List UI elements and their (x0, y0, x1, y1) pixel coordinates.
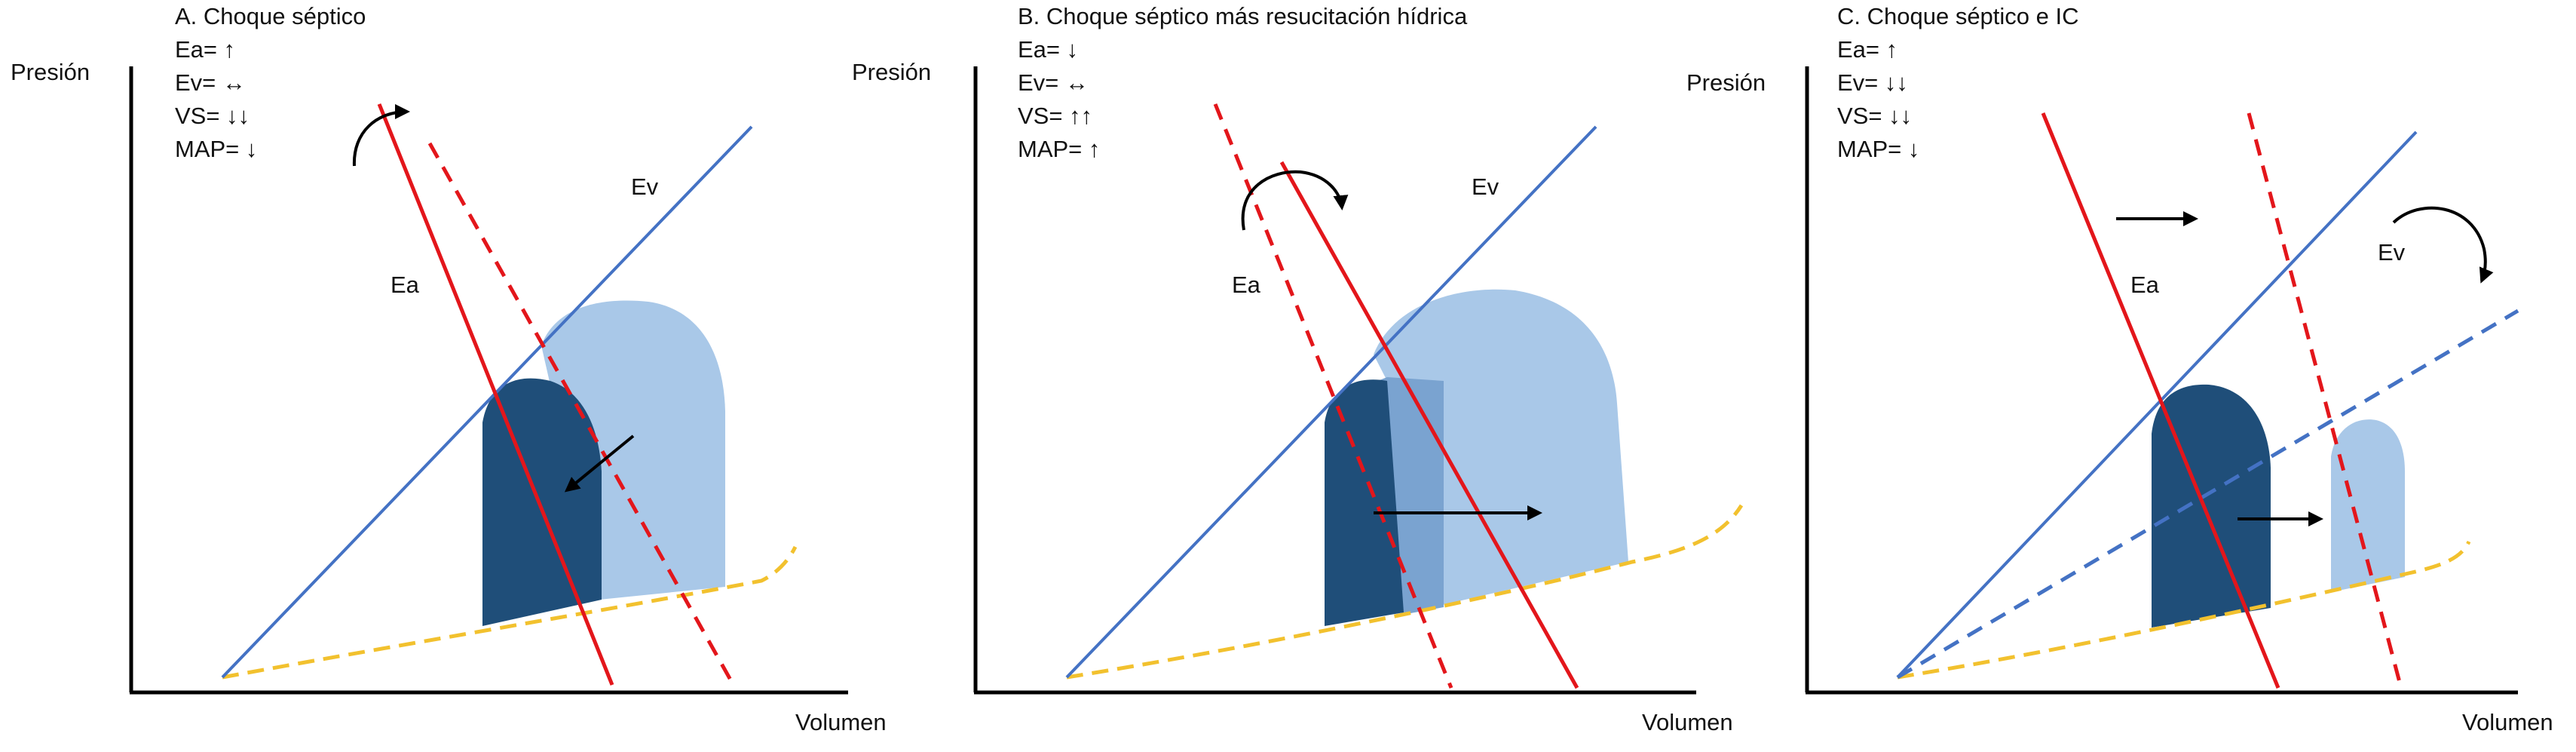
panel-c-ev-label: Ev (2378, 239, 2406, 266)
panel-c-ev-line (1896, 130, 2418, 679)
panel-c: C. Choque séptico e IC Ea= ↑ Ev= ↓↓ VS= … (1686, 3, 2553, 735)
panel-c-ea-dashed-line (2247, 112, 2403, 689)
panel-a-edpvr-curve (222, 545, 798, 680)
panel-b-title: B. Choque séptico más resucitación hídri… (1018, 3, 1468, 29)
panel-a-y-axis-label: Presión (11, 59, 90, 85)
panel-b-y-axis-label: Presión (852, 59, 931, 85)
panel-a-stat-ea: Ea= ↑ (175, 36, 235, 63)
panel-a-x-axis-label: Volumen (795, 709, 887, 735)
panel-b-ea-dashed-line (1213, 103, 1453, 689)
panel-c-loop-light (2331, 419, 2405, 592)
panel-c-edpvr-curve (1897, 540, 2471, 680)
panel-b-stat-ev: Ev= ↔ (1018, 69, 1089, 96)
panel-b-stat-vs: VS= ↑↑ (1018, 103, 1092, 129)
panel-a-stat-ev: Ev= ↔ (175, 69, 246, 96)
panel-b-rotation-arrow (1241, 170, 1349, 231)
panel-c-y-axis-label: Presión (1686, 69, 1766, 96)
panel-a: A. Choque séptico Ea= ↑ Ev= ↔ VS= ↓↓ MAP… (11, 3, 887, 735)
panel-c-ea-line (2041, 112, 2280, 689)
panel-b-x-axis-label: Volumen (1642, 709, 1733, 735)
panel-b-ea-label: Ea (1232, 272, 1261, 298)
panel-b-ev-label: Ev (1472, 173, 1499, 200)
panel-c-loop-dark (2152, 384, 2271, 628)
panel-a-ea-line (377, 103, 614, 686)
panel-c-stat-vs: VS= ↓↓ (1837, 103, 1912, 129)
panel-b-stat-ea: Ea= ↓ (1018, 36, 1078, 63)
panel-b-loop-dark (1325, 379, 1404, 626)
panel-a-shift-arrow (564, 434, 635, 493)
panel-a-rotation-arrow (352, 104, 410, 167)
panel-a-stat-map: MAP= ↓ (175, 136, 257, 162)
panel-a-title: A. Choque séptico (175, 3, 366, 29)
panel-a-ev-line (221, 125, 753, 679)
panel-c-rotation-arrow (2392, 206, 2494, 284)
panel-c-stat-map: MAP= ↓ (1837, 136, 1919, 162)
panel-b-stat-map: MAP= ↑ (1018, 136, 1100, 162)
panel-c-stat-ev: Ev= ↓↓ (1837, 69, 1908, 96)
panel-a-ea-dashed-line (427, 142, 737, 689)
panel-a-ev-label: Ev (631, 173, 659, 200)
panel-b-ea-line (1279, 161, 1579, 689)
panel-a-stat-vs: VS= ↓↓ (175, 103, 250, 129)
panel-b: B. Choque séptico más resucitación hídri… (852, 3, 1744, 735)
panel-c-ev-dashed-line (1896, 308, 2519, 680)
panel-a-ea-label: Ea (391, 272, 420, 298)
panel-c-ea-label: Ea (2130, 272, 2160, 298)
panel-c-stat-ea: Ea= ↑ (1837, 36, 1898, 63)
panel-c-x-axis-label: Volumen (2462, 709, 2553, 735)
panel-b-ev-line (1065, 125, 1597, 679)
panel-c-title: C. Choque séptico e IC (1837, 3, 2079, 29)
